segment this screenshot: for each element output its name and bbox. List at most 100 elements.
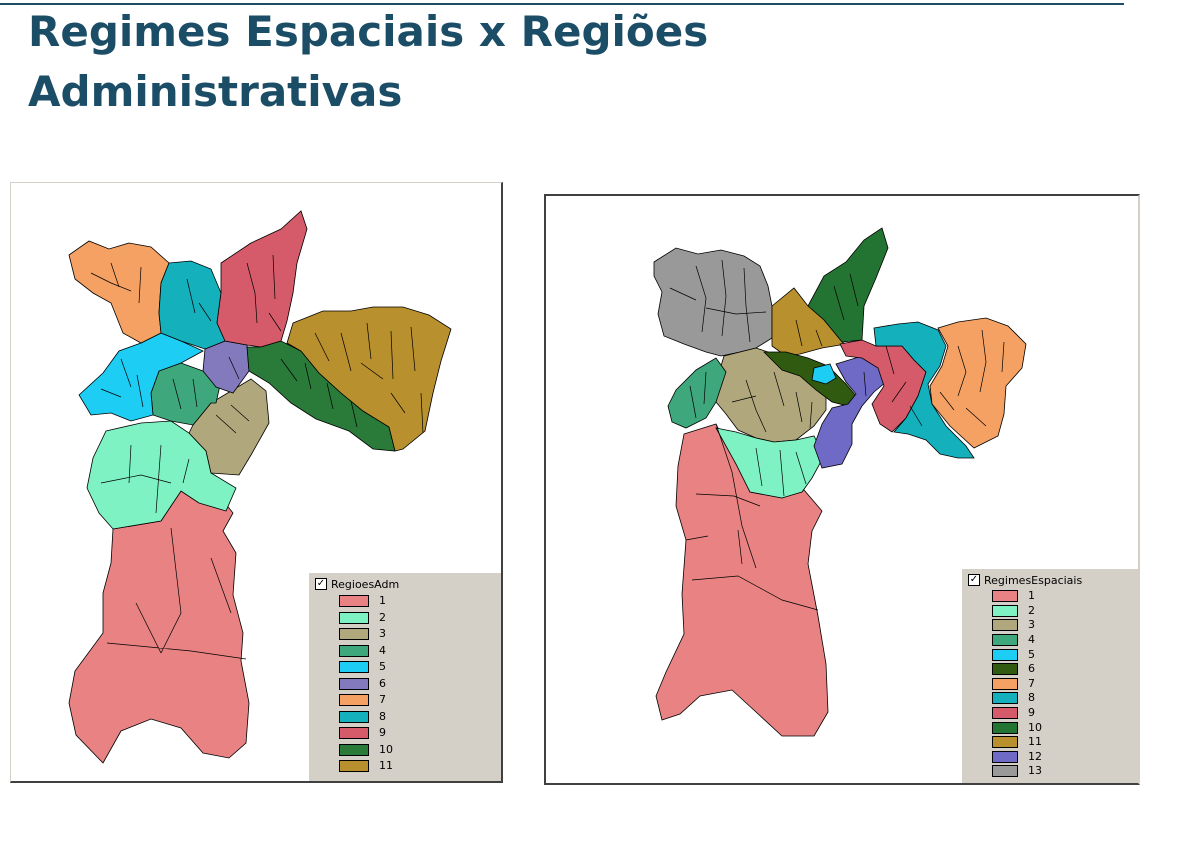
legend-swatch xyxy=(339,694,369,707)
legend-item: 3 xyxy=(992,618,1042,633)
legend-label: 8 xyxy=(1028,691,1035,705)
legend-item: 1 xyxy=(992,589,1042,604)
map-regioes-adm-canvas xyxy=(68,210,452,764)
legend-swatch xyxy=(992,721,1018,734)
legend-swatch xyxy=(339,727,369,740)
legend-item: 2 xyxy=(339,610,393,627)
check-icon[interactable]: ✓ xyxy=(968,574,980,586)
region-adm-9 xyxy=(216,210,308,348)
legend-swatch xyxy=(339,677,369,690)
region-regime-4 xyxy=(667,357,727,429)
region-adm-8 xyxy=(158,260,226,350)
legend-swatch xyxy=(339,611,369,624)
legend-item: 5 xyxy=(992,647,1042,662)
legend-swatch xyxy=(992,677,1018,690)
legend-label: 7 xyxy=(379,693,386,707)
legend-swatch xyxy=(992,707,1018,720)
legend-swatch xyxy=(992,750,1018,763)
legend-item: 10 xyxy=(339,742,393,759)
legend-item: 1 xyxy=(339,593,393,610)
legend-swatch xyxy=(339,628,369,641)
legend-swatch xyxy=(992,765,1018,778)
legend-item: 10 xyxy=(992,720,1042,735)
legend-swatch xyxy=(992,604,1018,617)
legend-label: 5 xyxy=(1028,647,1035,661)
district-lines-adm xyxy=(90,254,424,660)
legend-swatch xyxy=(339,760,369,773)
region-adm-2 xyxy=(86,420,237,530)
legend-swatch xyxy=(992,619,1018,632)
legend-label: 8 xyxy=(379,709,386,723)
legend-item: 6 xyxy=(992,662,1042,677)
legend-item: 7 xyxy=(339,692,393,709)
title-rule xyxy=(0,3,1124,5)
slide-title-line-2: Administrativas xyxy=(28,67,403,116)
legend-swatch xyxy=(992,634,1018,647)
legend-item: 9 xyxy=(992,706,1042,721)
legend-item: 2 xyxy=(992,604,1042,619)
legend-swatch xyxy=(339,595,369,608)
legend-item: 5 xyxy=(339,659,393,676)
legend-label: 6 xyxy=(1028,662,1035,676)
region-regime-8 xyxy=(873,321,975,459)
legend-label: 9 xyxy=(379,726,386,740)
legend-label: 7 xyxy=(1028,676,1035,690)
legend-label: 2 xyxy=(1028,603,1035,617)
check-icon[interactable]: ✓ xyxy=(315,578,327,590)
region-regime-13 xyxy=(653,247,773,357)
legend-item: 13 xyxy=(992,764,1042,779)
slide-title-line-1: Regimes Espaciais x Regiões xyxy=(28,7,709,56)
legend-label: 3 xyxy=(379,627,386,641)
legend-regioes-adm-items: 1 2 3 4 5 6 7 8 9 10 11 xyxy=(339,593,393,775)
legend-label: 1 xyxy=(1028,589,1035,603)
region-regime-5 xyxy=(811,363,837,385)
legend-item: 4 xyxy=(992,633,1042,648)
legend-item: 8 xyxy=(992,691,1042,706)
legend-label: 4 xyxy=(1028,633,1035,647)
legend-regioes-adm: ✓ RegioesAdm 1 2 3 4 5 6 7 8 9 10 11 xyxy=(309,573,501,781)
legend-swatch xyxy=(339,661,369,674)
legend-label: 11 xyxy=(1028,735,1042,749)
legend-label: 5 xyxy=(379,660,386,674)
legend-item: 8 xyxy=(339,709,393,726)
legend-item: 9 xyxy=(339,725,393,742)
legend-item: 11 xyxy=(339,758,393,775)
region-adm-11 xyxy=(286,306,452,452)
legend-item: 3 xyxy=(339,626,393,643)
legend-item: 6 xyxy=(339,676,393,693)
legend-label: 9 xyxy=(1028,706,1035,720)
legend-swatch xyxy=(339,743,369,756)
legend-regimes-espaciais-header[interactable]: ✓ RegimesEspaciais xyxy=(968,573,1082,587)
district-lines-regimes xyxy=(669,259,1005,611)
legend-swatch xyxy=(992,663,1018,676)
legend-item: 4 xyxy=(339,643,393,660)
legend-item: 12 xyxy=(992,750,1042,765)
legend-swatch xyxy=(339,644,369,657)
legend-label: 10 xyxy=(1028,720,1042,734)
legend-label: 6 xyxy=(379,676,386,690)
legend-swatch xyxy=(339,710,369,723)
region-adm-5 xyxy=(78,332,204,422)
map-regioes-adm: ✓ RegioesAdm 1 2 3 4 5 6 7 8 9 10 11 xyxy=(10,182,503,783)
legend-regimes-espaciais-title: RegimesEspaciais xyxy=(984,573,1083,587)
legend-swatch xyxy=(992,590,1018,603)
legend-label: 13 xyxy=(1028,764,1042,778)
legend-regimes-espaciais-items: 1 2 3 4 5 6 7 8 9 10 11 12 13 xyxy=(992,589,1042,779)
legend-swatch xyxy=(992,648,1018,661)
legend-regioes-adm-title: RegioesAdm xyxy=(331,577,400,591)
legend-label: 11 xyxy=(379,759,393,773)
legend-label: 3 xyxy=(1028,618,1035,632)
legend-regioes-adm-header[interactable]: ✓ RegioesAdm xyxy=(315,577,399,591)
legend-swatch xyxy=(992,692,1018,705)
legend-label: 10 xyxy=(379,742,393,756)
legend-label: 4 xyxy=(379,643,386,657)
region-adm-1 xyxy=(68,490,250,764)
legend-label: 1 xyxy=(379,594,386,608)
legend-label: 2 xyxy=(379,610,386,624)
region-regime-7 xyxy=(929,317,1027,449)
legend-item: 7 xyxy=(992,677,1042,692)
map-regimes-espaciais-canvas xyxy=(653,227,1027,737)
legend-item: 11 xyxy=(992,735,1042,750)
slide-title: Regimes Espaciais x Regiões Administrati… xyxy=(28,2,708,122)
legend-label: 12 xyxy=(1028,749,1042,763)
